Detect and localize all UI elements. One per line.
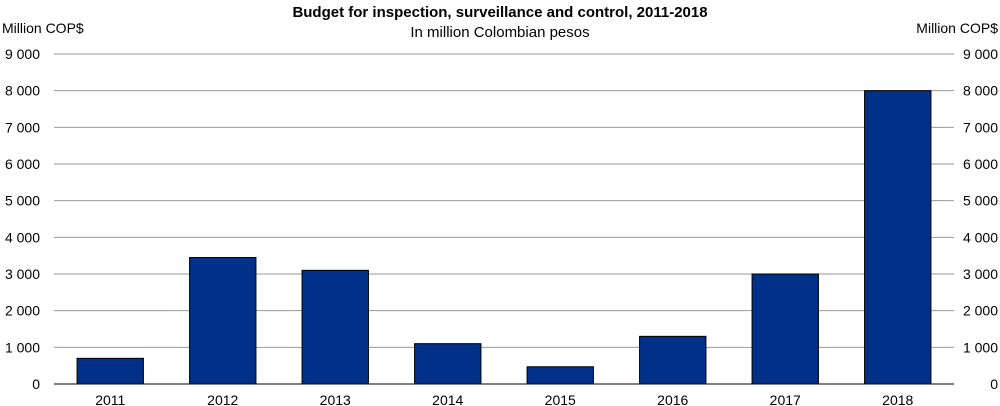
y-tick-label-right: 1 000 — [963, 339, 998, 355]
y-tick-label-left: 9 000 — [5, 46, 40, 62]
x-tick-label: 2017 — [770, 392, 801, 406]
y-tick-label-left: 7 000 — [5, 119, 40, 135]
chart-title: Budget for inspection, surveillance and … — [292, 4, 707, 21]
y-axis-label-left: Million COP$ — [2, 20, 84, 36]
bars — [76, 90, 932, 385]
y-tick-label-left: 6 000 — [5, 156, 40, 172]
x-tick-label: 2014 — [432, 392, 463, 406]
y-tick-label-right: 3 000 — [963, 266, 998, 282]
y-tick-label-right: 4 000 — [963, 229, 998, 245]
x-tick-label: 2011 — [95, 392, 125, 406]
x-tick-label: 2018 — [882, 392, 913, 406]
y-tick-label-right: 7 000 — [963, 119, 998, 135]
x-tick-label: 2012 — [207, 392, 238, 406]
chart-subtitle: In million Colombian pesos — [410, 24, 589, 41]
y-tick-label-left: 0 — [32, 376, 40, 392]
bar-2011 — [76, 357, 144, 385]
y-tick-label-right: 9 000 — [963, 46, 998, 62]
x-tick-label: 2015 — [545, 392, 576, 406]
bar-2015 — [526, 366, 594, 385]
bar-2013 — [301, 269, 369, 385]
x-tick-label: 2016 — [657, 392, 688, 406]
y-tick-label-left: 2 000 — [5, 303, 40, 319]
x-tick-label: 2013 — [320, 392, 351, 406]
y-ticks-right: 0 1 000 2 000 3 000 4 000 5 000 6 000 7 000 8 00… — [963, 46, 998, 392]
y-tick-label-right: 5 000 — [963, 193, 998, 209]
bar-2016 — [639, 335, 707, 385]
y-tick-label-left: 1 000 — [5, 339, 40, 355]
bar-2014 — [414, 343, 482, 385]
y-tick-label-right: 8 000 — [963, 83, 998, 99]
y-axis-label-right: Million COP$ — [916, 20, 998, 36]
y-tick-label-right: 2 000 — [963, 303, 998, 319]
y-tick-label-right: 0 — [990, 376, 998, 392]
bar-2018 — [864, 90, 932, 385]
gridlines — [54, 53, 954, 348]
x-ticks: 2011 2012 2013 2014 2015 2016 2017 2018 — [95, 392, 913, 406]
y-tick-label-left: 5 000 — [5, 193, 40, 209]
y-tick-label-left: 8 000 — [5, 83, 40, 99]
y-tick-label-left: 4 000 — [5, 229, 40, 245]
bar-2012 — [189, 257, 257, 385]
y-ticks-left: 0 1 000 2 000 3 000 4 000 5 000 6 000 7 000 8 00… — [5, 46, 40, 392]
y-tick-label-right: 6 000 — [963, 156, 998, 172]
bar-2017 — [751, 273, 819, 385]
y-tick-label-left: 3 000 — [5, 266, 40, 282]
